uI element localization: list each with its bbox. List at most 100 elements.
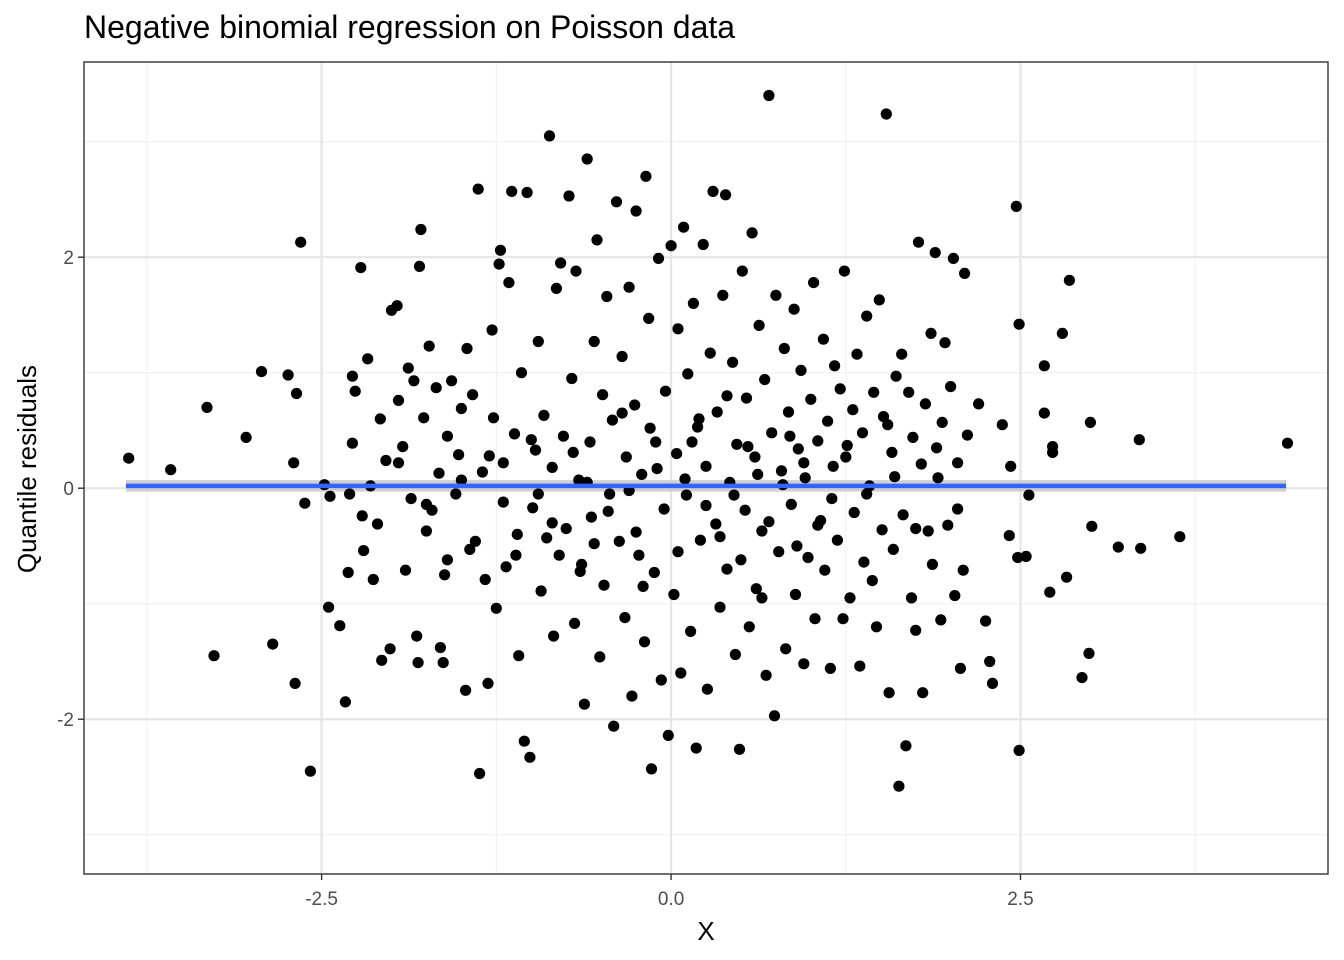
data-point — [939, 337, 951, 349]
data-point — [996, 419, 1008, 431]
data-point — [1061, 571, 1073, 583]
data-point — [784, 430, 796, 442]
data-point — [735, 554, 747, 566]
data-point — [882, 419, 894, 431]
data-point — [687, 297, 700, 309]
data-point — [415, 223, 427, 236]
data-point — [926, 558, 939, 571]
data-point — [569, 617, 581, 630]
data-point — [1056, 327, 1068, 339]
data-point — [476, 466, 488, 478]
data-point — [756, 592, 768, 604]
data-point — [897, 509, 909, 521]
data-point — [720, 189, 732, 201]
data-point — [1084, 416, 1096, 428]
data-point — [455, 474, 467, 486]
data-point — [578, 698, 591, 710]
data-point — [746, 227, 758, 239]
data-point — [837, 613, 849, 625]
data-point — [620, 451, 632, 463]
data-point — [841, 439, 853, 452]
data-point — [376, 654, 388, 666]
data-point — [521, 186, 533, 199]
data-point — [483, 450, 495, 462]
data-point — [907, 431, 919, 443]
data-point — [610, 196, 623, 208]
data-point — [636, 468, 648, 480]
data-point — [668, 588, 680, 601]
data-point — [1086, 520, 1098, 532]
data-point — [619, 612, 631, 624]
data-point — [591, 234, 603, 246]
data-point — [392, 394, 405, 406]
data-point — [775, 465, 788, 477]
data-point — [282, 369, 294, 381]
data-point — [304, 765, 316, 777]
data-point — [742, 441, 754, 453]
data-point — [529, 444, 542, 456]
data-point — [707, 185, 719, 197]
data-point — [518, 735, 530, 747]
data-point — [295, 236, 307, 248]
data-point — [770, 289, 782, 301]
data-point — [739, 504, 751, 516]
data-point — [342, 566, 354, 579]
data-point — [961, 429, 974, 441]
data-point — [798, 457, 810, 469]
data-point — [374, 413, 386, 425]
data-point — [1135, 542, 1147, 554]
data-point — [356, 510, 368, 522]
data-point — [1044, 586, 1056, 598]
data-point — [900, 740, 912, 752]
data-point — [201, 401, 213, 413]
data-point — [1063, 274, 1075, 286]
data-point — [602, 505, 614, 517]
data-point — [856, 427, 869, 439]
data-point — [959, 267, 971, 279]
panel-border — [83, 61, 1329, 875]
data-point — [890, 370, 902, 382]
data-point — [679, 473, 691, 485]
data-point — [714, 531, 726, 543]
data-point — [788, 303, 800, 315]
data-point — [450, 488, 462, 500]
data-point — [630, 526, 642, 538]
data-point — [560, 523, 572, 535]
data-point — [952, 457, 964, 469]
data-point — [467, 389, 479, 401]
data-point — [588, 335, 600, 348]
data-point — [637, 580, 649, 593]
data-point — [594, 651, 606, 663]
data-point — [441, 430, 453, 442]
data-point — [630, 205, 642, 217]
data-point — [1023, 489, 1035, 501]
data-point — [690, 742, 702, 754]
data-point — [854, 660, 866, 672]
data-point — [472, 183, 484, 195]
data-point — [740, 392, 753, 404]
data-point — [413, 260, 426, 272]
data-point — [682, 368, 694, 380]
data-point — [1038, 360, 1050, 372]
y-tick-label: 2 — [63, 248, 74, 269]
data-point — [541, 532, 553, 544]
data-point — [858, 556, 870, 568]
data-point — [805, 393, 817, 405]
data-point — [402, 362, 414, 374]
data-point — [903, 386, 915, 398]
data-point — [700, 460, 712, 472]
data-point — [662, 729, 674, 742]
data-point — [736, 265, 748, 277]
data-point — [362, 353, 374, 365]
data-point — [367, 573, 379, 586]
data-point — [546, 517, 558, 529]
data-point — [344, 488, 356, 500]
data-point — [840, 451, 852, 463]
data-point — [123, 452, 135, 464]
data-point — [550, 282, 563, 294]
data-point — [838, 265, 851, 277]
data-point — [896, 348, 908, 360]
data-point — [848, 506, 860, 519]
data-point — [1010, 200, 1022, 212]
data-point — [887, 543, 899, 556]
